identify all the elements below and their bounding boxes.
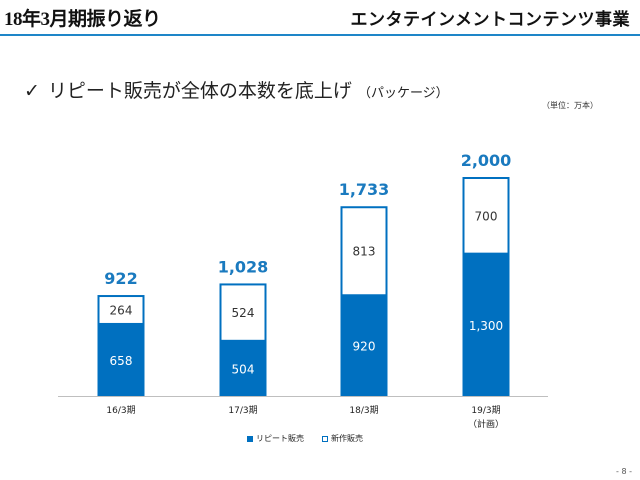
x-tick-note-3: （計画） — [468, 418, 504, 430]
bar-repeat-0 — [97, 323, 145, 396]
value-label-new-2: 813 — [353, 245, 376, 259]
legend-swatch-repeat — [247, 435, 253, 442]
bar-new-3 — [462, 177, 510, 255]
value-label-new-1: 524 — [232, 306, 255, 320]
bar-new-2 — [340, 206, 388, 297]
bar-new-0 — [97, 295, 145, 325]
value-label-new-3: 700 — [475, 209, 498, 223]
page-number: - 8 - — [616, 467, 632, 476]
value-label-repeat-2: 920 — [353, 340, 376, 354]
legend-item-repeat: リピート販売 — [247, 433, 304, 444]
legend-label-new: 新作販売 — [331, 434, 363, 443]
legend-swatch-new — [322, 435, 328, 442]
bar-new-1 — [219, 283, 267, 342]
x-tick-label-0: 16/3期 — [106, 405, 135, 416]
header: 18年3月期振り返り エンタテインメントコンテンツ事業 — [0, 0, 640, 36]
total-label-0: 922 — [104, 269, 137, 288]
legend: リピート販売 新作販売 — [247, 433, 363, 444]
bar-repeat-2 — [340, 295, 388, 396]
unit-label: （単位：万本） — [542, 101, 598, 110]
value-label-repeat-3: 1,300 — [469, 319, 503, 333]
total-label-2: 1,733 — [339, 180, 390, 199]
check-icon: ✓ — [24, 80, 40, 102]
value-label-repeat-1: 504 — [232, 362, 255, 376]
legend-label-repeat: リピート販売 — [256, 434, 304, 443]
x-tick-label-2: 18/3期 — [349, 405, 378, 416]
total-label-1: 1,028 — [218, 257, 269, 276]
subtitle-text: リピート販売が全体の本数を底上げ — [47, 80, 352, 102]
x-tick-label-1: 17/3期 — [228, 405, 257, 416]
header-rule — [0, 34, 640, 36]
header-left-title: 18年3月期振り返り — [4, 9, 161, 30]
value-label-repeat-0: 658 — [110, 354, 133, 368]
subtitle-note: （パッケージ） — [357, 86, 449, 101]
subtitle: ✓ リピート販売が全体の本数を底上げ （パッケージ） — [24, 76, 449, 103]
value-label-new-0: 264 — [110, 303, 133, 317]
x-tick-label-3: 19/3期 — [471, 405, 500, 416]
header-right-title: エンタテインメントコンテンツ事業 — [350, 10, 630, 30]
total-label-3: 2,000 — [461, 151, 512, 170]
bar-repeat-3 — [462, 253, 510, 396]
legend-item-new: 新作販売 — [322, 433, 363, 444]
bar-repeat-1 — [219, 340, 267, 396]
